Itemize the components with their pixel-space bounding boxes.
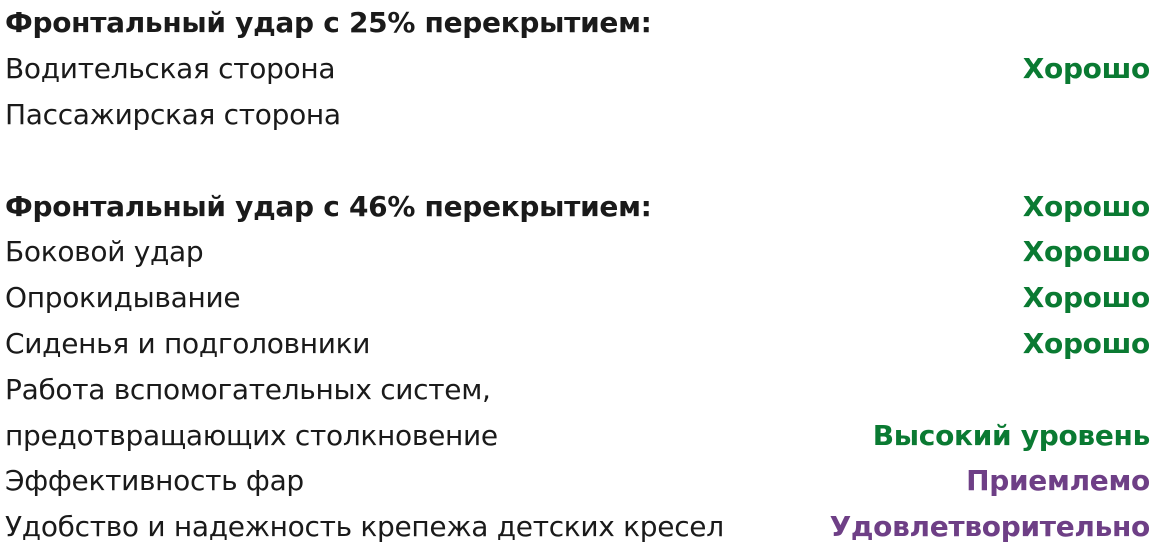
rating-row: Опрокидывание Хорошо <box>5 275 1150 321</box>
rating-value: Приемлемо <box>966 464 1150 498</box>
section-heading: Фронтальный удар с 25% перекрытием: <box>5 6 652 40</box>
rating-value: Хорошо <box>1022 235 1151 269</box>
rating-row: Удобство и надежность крепежа детских кр… <box>5 504 1150 550</box>
rating-value: Хорошо <box>1022 52 1151 86</box>
rating-row: Эффективность фар Приемлемо <box>5 458 1150 504</box>
rating-label: Опрокидывание <box>5 281 241 315</box>
rating-row: Боковой удар Хорошо <box>5 229 1150 275</box>
rating-row: Фронтальный удар с 25% перекрытием: <box>5 0 1150 46</box>
rating-row: Водительская сторона Хорошо <box>5 46 1150 92</box>
rating-row: Работа вспомогательных систем, <box>5 366 1150 412</box>
rating-label: Работа вспомогательных систем, <box>5 372 491 406</box>
rating-label: Пассажирская сторона <box>5 97 341 131</box>
rating-label: Водительская сторона <box>5 52 336 86</box>
rating-value: Хорошо <box>1022 326 1151 360</box>
rating-label: предотвращающих столкновение <box>5 418 498 452</box>
rating-value: Высокий уровень <box>872 418 1151 452</box>
rating-row: предотвращающих столкновение Высокий уров… <box>5 412 1150 458</box>
rating-label: Удобство и надежность крепежа детских кр… <box>5 510 724 544</box>
section-heading: Фронтальный удар с 46% перекрытием: <box>5 189 652 223</box>
rating-row: Фронтальный удар с 46% перекрытием: Хорош… <box>5 183 1150 229</box>
rating-value: Хорошо <box>1022 281 1151 315</box>
rating-label: Эффективность фар <box>5 464 304 498</box>
rating-label: Боковой удар <box>5 235 204 269</box>
rating-value: Удовлетворительно <box>829 510 1151 544</box>
rating-label: Сиденья и подголовники <box>5 326 371 360</box>
section-spacer <box>5 137 1150 183</box>
rating-row: Сиденья и подголовники Хорошо <box>5 321 1150 367</box>
safety-ratings-list: Фронтальный удар с 25% перекрытием: Води… <box>5 0 1150 550</box>
rating-row: Пассажирская сторона <box>5 92 1150 138</box>
rating-value: Хорошо <box>1022 189 1151 223</box>
